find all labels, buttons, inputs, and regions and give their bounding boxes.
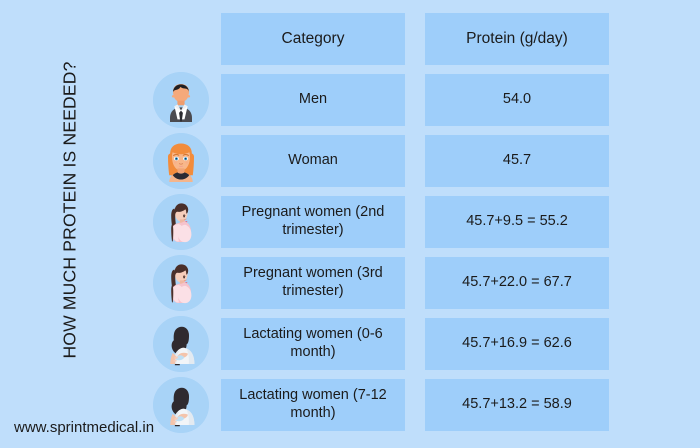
table-row: Men 54.0	[140, 72, 620, 128]
cell-protein: 45.7+13.2 = 58.9	[425, 379, 609, 431]
row-icon-cell	[140, 133, 221, 189]
cell-protein: 45.7+9.5 = 55.2	[425, 196, 609, 248]
breastfeeding-woman-avatar-icon	[152, 316, 209, 372]
cell-category: Lactating women (7-12 month)	[221, 379, 405, 431]
cell-category: Pregnant women (3rd trimester)	[221, 257, 405, 309]
table-header-row: Category Protein (g/day)	[140, 13, 620, 65]
column-header-category: Category	[221, 13, 405, 65]
header-icon-spacer	[140, 13, 221, 65]
cell-protein: 45.7	[425, 135, 609, 187]
row-icon-cell	[140, 255, 221, 311]
cell-protein: 54.0	[425, 74, 609, 126]
pregnant-woman-avatar-icon	[152, 255, 209, 311]
businessman-avatar-icon	[152, 72, 209, 128]
column-header-protein: Protein (g/day)	[425, 13, 609, 65]
row-icon-cell	[140, 316, 221, 372]
cell-protein: 45.7+22.0 = 67.7	[425, 257, 609, 309]
cell-category: Men	[221, 74, 405, 126]
table-row: Pregnant women (2nd trimester) 45.7+9.5 …	[140, 194, 620, 250]
pregnant-woman-avatar-icon	[152, 194, 209, 250]
table-row: Lactating women (7-12 month) 45.7+13.2 =…	[140, 377, 620, 433]
website-watermark: www.sprintmedical.in	[14, 419, 155, 436]
cell-category: Lactating women (0-6 month)	[221, 318, 405, 370]
protein-table: Category Protein (g/day)	[140, 13, 620, 440]
cell-category: Woman	[221, 135, 405, 187]
table-row: Woman 45.7	[140, 133, 620, 189]
woman-avatar-icon	[152, 133, 209, 189]
header-avatar-placeholder-icon	[153, 11, 209, 67]
row-icon-cell	[140, 72, 221, 128]
table-row: Pregnant women (3rd trimester) 45.7+22.0…	[140, 255, 620, 311]
breastfeeding-woman-avatar-icon	[152, 377, 209, 433]
title-rail: HOW MUCH PROTEIN IS NEEDED?	[0, 0, 140, 420]
cell-category: Pregnant women (2nd trimester)	[221, 196, 405, 248]
row-icon-cell	[140, 194, 221, 250]
table-row: Lactating women (0-6 month) 45.7+16.9 = …	[140, 316, 620, 372]
cell-protein: 45.7+16.9 = 62.6	[425, 318, 609, 370]
page-title: HOW MUCH PROTEIN IS NEEDED?	[59, 61, 80, 359]
row-icon-cell	[140, 377, 221, 433]
